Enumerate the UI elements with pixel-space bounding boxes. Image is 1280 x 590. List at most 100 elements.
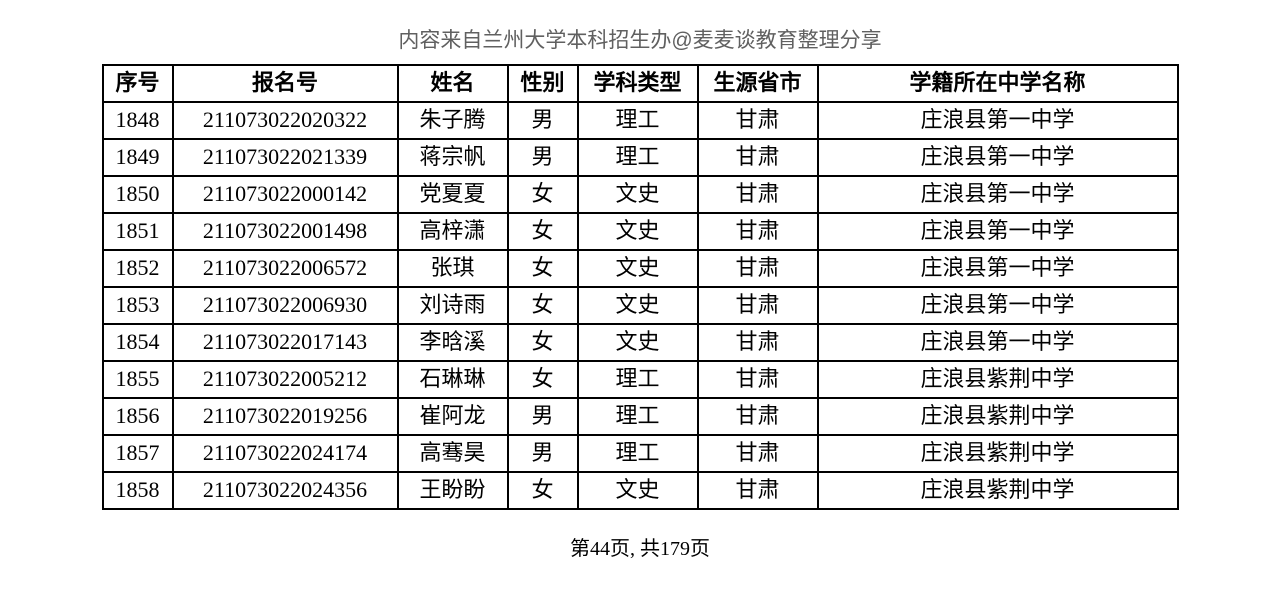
cell-subject: 理工 bbox=[578, 102, 698, 139]
cell-subject: 文史 bbox=[578, 472, 698, 509]
cell-school: 庄浪县第一中学 bbox=[818, 250, 1178, 287]
cell-gender: 女 bbox=[508, 176, 578, 213]
cell-name: 高骞昊 bbox=[398, 435, 508, 472]
cell-regnum: 211073022000142 bbox=[173, 176, 398, 213]
cell-school: 庄浪县第一中学 bbox=[818, 139, 1178, 176]
cell-subject: 理工 bbox=[578, 361, 698, 398]
cell-subject: 理工 bbox=[578, 398, 698, 435]
cell-gender: 男 bbox=[508, 139, 578, 176]
table-row: 1850211073022000142党夏夏女文史甘肃庄浪县第一中学 bbox=[103, 176, 1178, 213]
cell-gender: 女 bbox=[508, 472, 578, 509]
cell-gender: 女 bbox=[508, 361, 578, 398]
table-row: 1852211073022006572张琪女文史甘肃庄浪县第一中学 bbox=[103, 250, 1178, 287]
cell-province: 甘肃 bbox=[698, 102, 818, 139]
cell-school: 庄浪县紫荆中学 bbox=[818, 472, 1178, 509]
cell-province: 甘肃 bbox=[698, 472, 818, 509]
cell-seq: 1854 bbox=[103, 324, 173, 361]
cell-regnum: 211073022019256 bbox=[173, 398, 398, 435]
cell-province: 甘肃 bbox=[698, 398, 818, 435]
cell-name: 刘诗雨 bbox=[398, 287, 508, 324]
cell-province: 甘肃 bbox=[698, 435, 818, 472]
cell-school: 庄浪县第一中学 bbox=[818, 324, 1178, 361]
cell-seq: 1850 bbox=[103, 176, 173, 213]
cell-province: 甘肃 bbox=[698, 324, 818, 361]
cell-name: 蒋宗帆 bbox=[398, 139, 508, 176]
table-row: 1853211073022006930刘诗雨女文史甘肃庄浪县第一中学 bbox=[103, 287, 1178, 324]
cell-regnum: 211073022021339 bbox=[173, 139, 398, 176]
cell-school: 庄浪县紫荆中学 bbox=[818, 398, 1178, 435]
cell-seq: 1857 bbox=[103, 435, 173, 472]
cell-school: 庄浪县第一中学 bbox=[818, 287, 1178, 324]
header-school: 学籍所在中学名称 bbox=[818, 65, 1178, 102]
cell-name: 张琪 bbox=[398, 250, 508, 287]
cell-regnum: 211073022005212 bbox=[173, 361, 398, 398]
cell-seq: 1858 bbox=[103, 472, 173, 509]
pagination-text: 第44页, 共179页 bbox=[570, 532, 710, 561]
cell-subject: 文史 bbox=[578, 287, 698, 324]
cell-gender: 男 bbox=[508, 435, 578, 472]
cell-province: 甘肃 bbox=[698, 176, 818, 213]
header-regnum: 报名号 bbox=[173, 65, 398, 102]
cell-subject: 理工 bbox=[578, 435, 698, 472]
cell-subject: 文史 bbox=[578, 176, 698, 213]
table-row: 1854211073022017143李晗溪女文史甘肃庄浪县第一中学 bbox=[103, 324, 1178, 361]
table-row: 1857211073022024174高骞昊男理工甘肃庄浪县紫荆中学 bbox=[103, 435, 1178, 472]
cell-gender: 女 bbox=[508, 324, 578, 361]
table-body: 1848211073022020322朱子腾男理工甘肃庄浪县第一中学184921… bbox=[103, 102, 1178, 509]
cell-school: 庄浪县紫荆中学 bbox=[818, 361, 1178, 398]
cell-seq: 1852 bbox=[103, 250, 173, 287]
cell-regnum: 211073022006572 bbox=[173, 250, 398, 287]
cell-school: 庄浪县紫荆中学 bbox=[818, 435, 1178, 472]
admissions-table: 序号 报名号 姓名 性别 学科类型 生源省市 学籍所在中学名称 18482110… bbox=[102, 64, 1179, 510]
cell-school: 庄浪县第一中学 bbox=[818, 213, 1178, 250]
cell-seq: 1851 bbox=[103, 213, 173, 250]
cell-name: 高梓潇 bbox=[398, 213, 508, 250]
cell-regnum: 211073022001498 bbox=[173, 213, 398, 250]
cell-regnum: 211073022024174 bbox=[173, 435, 398, 472]
cell-gender: 男 bbox=[508, 398, 578, 435]
cell-gender: 女 bbox=[508, 213, 578, 250]
caption-text: 内容来自兰州大学本科招生办@麦麦谈教育整理分享 bbox=[398, 24, 881, 54]
table-row: 1856211073022019256崔阿龙男理工甘肃庄浪县紫荆中学 bbox=[103, 398, 1178, 435]
cell-province: 甘肃 bbox=[698, 361, 818, 398]
table-row: 1849211073022021339蒋宗帆男理工甘肃庄浪县第一中学 bbox=[103, 139, 1178, 176]
cell-subject: 文史 bbox=[578, 324, 698, 361]
header-seq: 序号 bbox=[103, 65, 173, 102]
header-province: 生源省市 bbox=[698, 65, 818, 102]
table-row: 1858211073022024356王盼盼女文史甘肃庄浪县紫荆中学 bbox=[103, 472, 1178, 509]
cell-school: 庄浪县第一中学 bbox=[818, 176, 1178, 213]
cell-seq: 1856 bbox=[103, 398, 173, 435]
cell-province: 甘肃 bbox=[698, 250, 818, 287]
cell-seq: 1855 bbox=[103, 361, 173, 398]
cell-subject: 文史 bbox=[578, 213, 698, 250]
cell-subject: 理工 bbox=[578, 139, 698, 176]
cell-province: 甘肃 bbox=[698, 213, 818, 250]
cell-gender: 女 bbox=[508, 250, 578, 287]
cell-regnum: 211073022024356 bbox=[173, 472, 398, 509]
cell-name: 党夏夏 bbox=[398, 176, 508, 213]
header-subject: 学科类型 bbox=[578, 65, 698, 102]
cell-seq: 1849 bbox=[103, 139, 173, 176]
header-gender: 性别 bbox=[508, 65, 578, 102]
cell-school: 庄浪县第一中学 bbox=[818, 102, 1178, 139]
cell-province: 甘肃 bbox=[698, 287, 818, 324]
cell-gender: 女 bbox=[508, 287, 578, 324]
cell-regnum: 211073022017143 bbox=[173, 324, 398, 361]
cell-name: 李晗溪 bbox=[398, 324, 508, 361]
cell-subject: 文史 bbox=[578, 250, 698, 287]
header-name: 姓名 bbox=[398, 65, 508, 102]
cell-name: 崔阿龙 bbox=[398, 398, 508, 435]
cell-province: 甘肃 bbox=[698, 139, 818, 176]
cell-regnum: 211073022006930 bbox=[173, 287, 398, 324]
table-row: 1851211073022001498高梓潇女文史甘肃庄浪县第一中学 bbox=[103, 213, 1178, 250]
table-row: 1855211073022005212石琳琳女理工甘肃庄浪县紫荆中学 bbox=[103, 361, 1178, 398]
cell-seq: 1853 bbox=[103, 287, 173, 324]
cell-name: 石琳琳 bbox=[398, 361, 508, 398]
table-row: 1848211073022020322朱子腾男理工甘肃庄浪县第一中学 bbox=[103, 102, 1178, 139]
cell-name: 朱子腾 bbox=[398, 102, 508, 139]
table-header-row: 序号 报名号 姓名 性别 学科类型 生源省市 学籍所在中学名称 bbox=[103, 65, 1178, 102]
cell-regnum: 211073022020322 bbox=[173, 102, 398, 139]
cell-name: 王盼盼 bbox=[398, 472, 508, 509]
cell-gender: 男 bbox=[508, 102, 578, 139]
cell-seq: 1848 bbox=[103, 102, 173, 139]
